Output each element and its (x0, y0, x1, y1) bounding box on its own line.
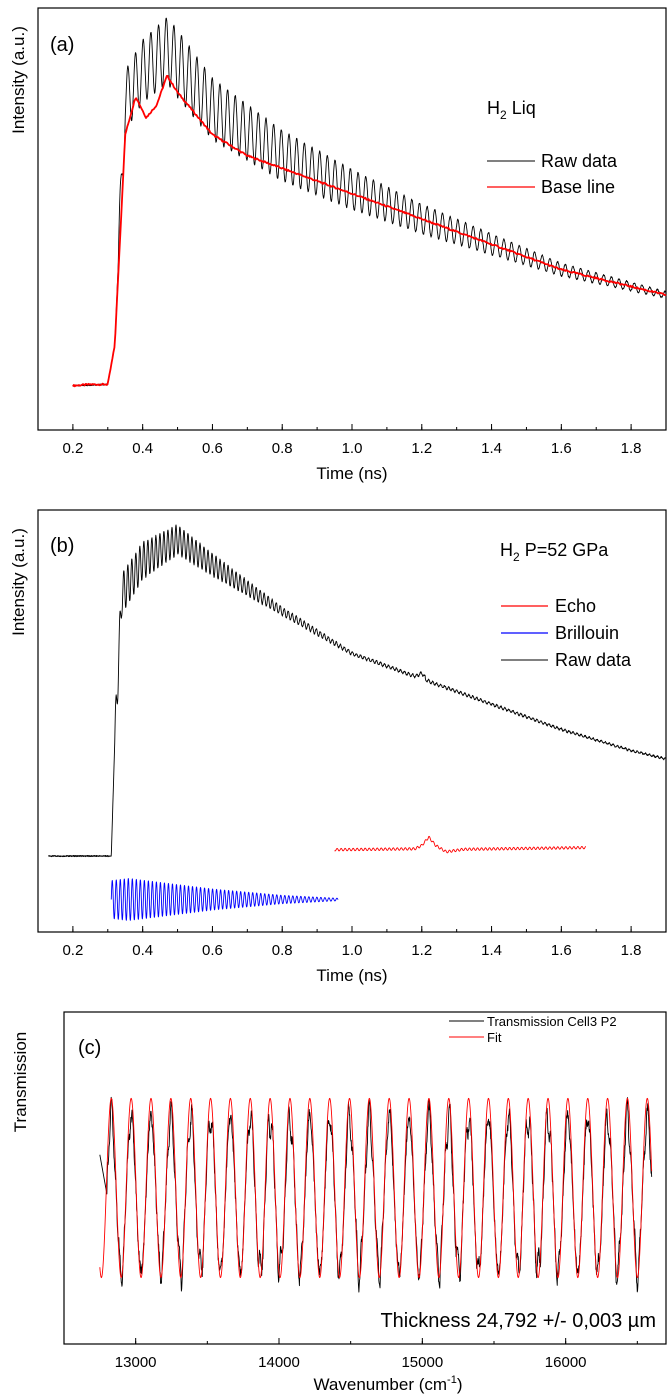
series-echo-b (334, 835, 587, 854)
legend-label-echo-b: Echo (555, 596, 596, 616)
xlabel-a: Time (ns) (316, 464, 387, 483)
xlabel-b: Time (ns) (316, 966, 387, 985)
x-tick-label-c: 15000 (401, 1354, 443, 1371)
ylabel-a: Intensity (a.u.) (9, 26, 28, 134)
x-tick-label-b: 0.4 (132, 942, 153, 959)
series-base-line-a (72, 75, 667, 388)
series-brillouin-b (110, 878, 339, 921)
x-tick-label-b: 1.2 (411, 942, 432, 959)
sample-label-a: H2 Liq (487, 98, 536, 122)
x-tick-label-a: 0.4 (132, 440, 153, 457)
series-fit-c (99, 1097, 653, 1279)
legend-label-base-a: Base line (541, 177, 615, 197)
legend-c: Transmission Cell3 P2 Fit (449, 1014, 617, 1045)
x-tick-label-a: 1.6 (551, 440, 572, 457)
x-tick-label-b: 1.6 (551, 942, 572, 959)
panel-label-c: (c) (78, 1037, 101, 1059)
x-tick-label-a: 1.4 (481, 440, 502, 457)
series-raw-data-a (72, 17, 667, 387)
sample-label-a-sub: 2 (500, 108, 507, 122)
x-tick-label-c: 14000 (258, 1354, 300, 1371)
x-tick-label-b: 1.0 (342, 942, 363, 959)
x-tick-label-a: 0.2 (62, 440, 83, 457)
x-tick-label-b: 0.6 (202, 942, 223, 959)
plot-frame-c (63, 1011, 667, 1345)
plot-frame-b (37, 509, 667, 933)
plot-frame-a (37, 7, 667, 431)
x-tick-label-b: 0.2 (62, 942, 83, 959)
x-tick-label-a: 1.2 (411, 440, 432, 457)
xlabel-c: Wavenumber (cm-1) (314, 1374, 463, 1394)
panel-a: (a) Intensity (a.u.) Time (ns) H2 Liq Ra… (9, 7, 667, 483)
sample-label-b-rest: P=52 GPa (520, 540, 610, 560)
panel-label-b: (b) (50, 535, 74, 557)
x-tick-label-b: 1.4 (481, 942, 502, 959)
x-tick-label-b: 0.8 (272, 942, 293, 959)
legend-label-raw-a: Raw data (541, 151, 618, 171)
sample-label-b-sub: 2 (513, 550, 520, 564)
x-tick-label-c: 13000 (115, 1354, 157, 1371)
x-tick-label-c: 16000 (545, 1354, 587, 1371)
thickness-annotation: Thickness 24,792 +/- 0,003 µm (380, 1310, 656, 1332)
x-tick-label-b: 1.8 (621, 942, 642, 959)
xlabel-c-sup: -1 (447, 1374, 457, 1386)
sample-label-b: H2 P=52 GPa (500, 540, 609, 564)
legend-label-transmission-c: Transmission Cell3 P2 (487, 1014, 617, 1029)
ylabel-b: Intensity (a.u.) (9, 528, 28, 636)
sample-label-a-main: H (487, 98, 500, 118)
legend-label-raw-b: Raw data (555, 650, 632, 670)
ylabel-c: Transmission (11, 1032, 30, 1132)
sample-label-b-main: H (500, 540, 513, 560)
panel-c: (c) Transmission Wavenumber (cm-1) Trans… (11, 1011, 667, 1394)
legend-b: Echo Brillouin Raw data (501, 596, 632, 670)
panel-label-a: (a) (50, 34, 74, 56)
series-raw-data-b (48, 524, 667, 858)
legend-label-brillouin-b: Brillouin (555, 623, 619, 643)
panel-b: (b) Intensity (a.u.) Time (ns) H2 P=52 G… (9, 509, 667, 985)
legend-label-fit-c: Fit (487, 1030, 502, 1045)
legend-a: Raw data Base line (487, 151, 618, 197)
x-tick-label-a: 0.6 (202, 440, 223, 457)
x-tick-label-a: 0.8 (272, 440, 293, 457)
x-tick-label-a: 1.8 (621, 440, 642, 457)
x-tick-label-a: 1.0 (342, 440, 363, 457)
sample-label-a-rest: Liq (507, 98, 536, 118)
xlabel-c-text: Wavenumber (cm (314, 1375, 448, 1394)
xlabel-c-end: ) (457, 1375, 463, 1394)
